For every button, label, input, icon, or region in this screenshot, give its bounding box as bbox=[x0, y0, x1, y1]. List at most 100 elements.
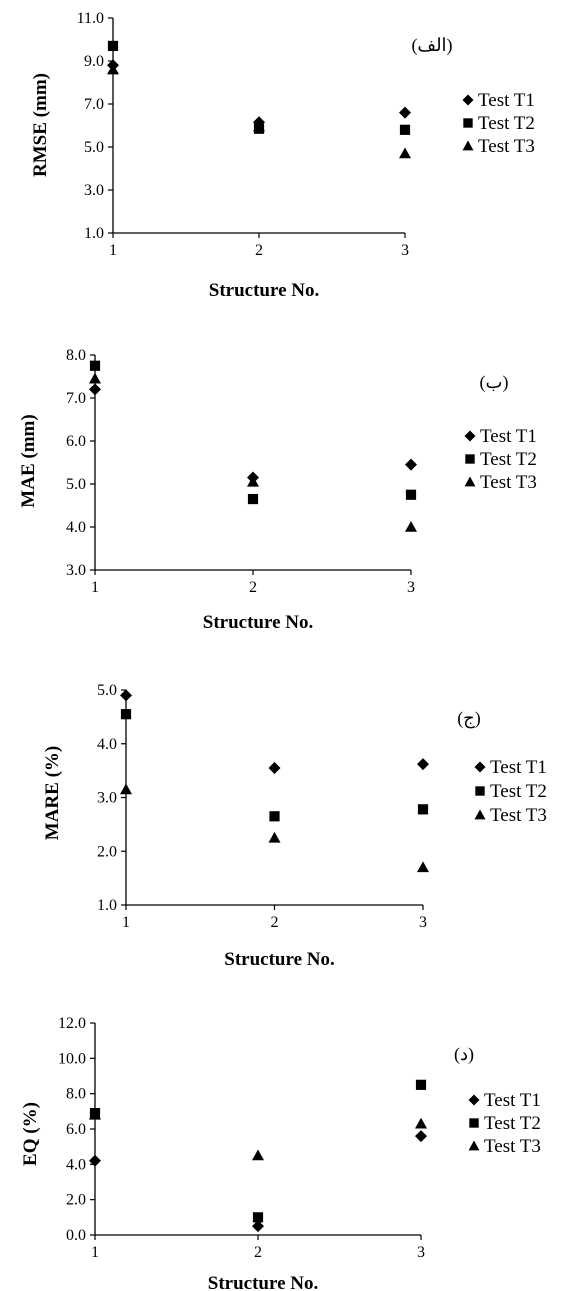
x-axis-title: Structure No. bbox=[209, 280, 319, 301]
data-point-square bbox=[417, 804, 429, 815]
data-point-triangle bbox=[89, 1108, 101, 1120]
data-point-diamond bbox=[405, 458, 417, 471]
data-point-square bbox=[399, 124, 411, 135]
data-point-diamond bbox=[268, 761, 281, 774]
data-point-triangle bbox=[107, 63, 119, 75]
legend-label: Test T3 bbox=[490, 805, 547, 826]
legend-marker-square bbox=[463, 118, 473, 128]
y-tick-label: 7.0 bbox=[66, 390, 86, 407]
y-tick-label: 8.0 bbox=[66, 347, 86, 364]
y-tick-label: 4.0 bbox=[66, 1156, 86, 1173]
x-tick-label: 1 bbox=[91, 1244, 99, 1261]
y-tick-label: 10.0 bbox=[58, 1050, 86, 1067]
data-point-triangle bbox=[89, 372, 101, 384]
legend-label: Test T2 bbox=[480, 449, 537, 470]
legend-marker-square bbox=[465, 454, 475, 464]
chart-panel-4: 0.0 2.0 4.0 6.0 8.0 10.0 12.0 1 2 3 Structure No. E… bbox=[20, 1015, 541, 1291]
chart-panel-1: 1.0 3.0 5.0 7.0 9.0 11.0 1 2 3 Structure No. RMSE … bbox=[30, 10, 535, 301]
legend-marker-diamond bbox=[464, 430, 476, 442]
x-tick-label: 3 bbox=[401, 242, 409, 259]
legend-label: Test T1 bbox=[480, 426, 537, 447]
y-tick-label: 2.0 bbox=[66, 1192, 86, 1209]
panel-label: (الف) bbox=[411, 35, 452, 56]
data-point-square bbox=[107, 40, 119, 52]
y-tick-label: 1.0 bbox=[84, 225, 104, 242]
x-axis-title: Structure No. bbox=[203, 612, 313, 633]
x-axis-title: Structure No. bbox=[208, 1273, 318, 1291]
legend-marker-diamond bbox=[468, 1094, 480, 1106]
x-axis-title: Structure No. bbox=[224, 949, 334, 970]
y-tick-label: 8.0 bbox=[66, 1086, 86, 1103]
data-point-triangle bbox=[247, 475, 259, 487]
y-tick-label: 2.0 bbox=[97, 843, 117, 860]
legend-marker-square bbox=[469, 1118, 479, 1128]
y-tick-label: 4.0 bbox=[97, 736, 117, 753]
legend-marker-diamond bbox=[474, 761, 486, 773]
x-tick-label: 3 bbox=[407, 579, 415, 596]
data-point-diamond bbox=[89, 1154, 101, 1167]
data-point-triangle bbox=[417, 861, 429, 873]
panel-label: (ب) bbox=[480, 372, 509, 393]
y-axis-title: RMSE (mm) bbox=[30, 73, 51, 177]
data-point-triangle bbox=[120, 783, 132, 795]
y-tick-label: 6.0 bbox=[66, 1121, 86, 1138]
legend-label: Test T1 bbox=[478, 90, 535, 111]
legend-marker-diamond bbox=[462, 94, 474, 106]
y-tick-label: 4.0 bbox=[66, 519, 86, 536]
panel-label: (د) bbox=[454, 1044, 474, 1065]
x-tick-label: 3 bbox=[417, 1244, 425, 1261]
y-tick-label: 12.0 bbox=[58, 1015, 86, 1032]
data-point-diamond bbox=[415, 1130, 427, 1143]
data-point-square bbox=[405, 489, 417, 500]
data-point-square bbox=[120, 709, 132, 720]
data-point-square bbox=[252, 1212, 264, 1223]
legend-marker-triangle bbox=[468, 1140, 480, 1151]
data-point-triangle bbox=[252, 1149, 264, 1161]
y-tick-label: 1.0 bbox=[97, 897, 117, 914]
data-point-square bbox=[89, 360, 101, 371]
legend-label: Test T3 bbox=[484, 1136, 541, 1157]
data-point-triangle bbox=[253, 120, 265, 132]
chart-panel-2: 3.0 4.0 5.0 6.0 7.0 8.0 1 2 3 Structure No. MAE (m… bbox=[18, 347, 537, 633]
y-axis-title: MARE (%) bbox=[42, 746, 63, 840]
legend-marker-triangle bbox=[474, 809, 486, 820]
y-tick-label: 5.0 bbox=[66, 476, 86, 493]
y-tick-label: 3.0 bbox=[84, 182, 104, 199]
x-tick-label: 2 bbox=[255, 242, 263, 259]
data-point-triangle bbox=[415, 1117, 427, 1129]
x-tick-label: 1 bbox=[91, 579, 99, 596]
data-point-diamond bbox=[399, 106, 411, 119]
x-tick-label: 1 bbox=[109, 242, 117, 259]
y-tick-label: 3.0 bbox=[97, 790, 117, 807]
y-tick-label: 5.0 bbox=[84, 139, 104, 156]
legend-marker-square bbox=[475, 786, 485, 796]
x-tick-label: 2 bbox=[249, 579, 257, 596]
data-point-diamond bbox=[120, 689, 132, 702]
legend-label: Test T1 bbox=[484, 1090, 541, 1111]
legend-label: Test T3 bbox=[480, 472, 537, 493]
data-point-square bbox=[269, 811, 280, 822]
panel-label: (ج) bbox=[457, 708, 481, 729]
data-point-square bbox=[415, 1079, 427, 1090]
y-tick-label: 9.0 bbox=[84, 53, 104, 70]
legend-label: Test T2 bbox=[484, 1113, 541, 1134]
legend-label: Test T2 bbox=[478, 113, 535, 134]
y-axis-title: MAE (mm) bbox=[18, 414, 39, 507]
x-tick-label: 2 bbox=[254, 1244, 262, 1261]
y-tick-label: 7.0 bbox=[84, 96, 104, 113]
legend-marker-triangle bbox=[462, 140, 474, 151]
x-tick-label: 3 bbox=[419, 914, 427, 931]
data-point-diamond bbox=[252, 1220, 264, 1233]
data-point-diamond bbox=[417, 758, 429, 771]
y-tick-label: 5.0 bbox=[97, 682, 117, 699]
legend-label: Test T1 bbox=[490, 757, 547, 778]
legend-label: Test T3 bbox=[478, 136, 535, 157]
data-point-triangle bbox=[268, 831, 281, 843]
y-tick-label: 0.0 bbox=[66, 1227, 86, 1244]
y-axis-title: EQ (%) bbox=[20, 1102, 41, 1166]
data-point-triangle bbox=[399, 147, 411, 159]
y-tick-label: 3.0 bbox=[66, 562, 86, 579]
data-point-diamond bbox=[89, 383, 101, 396]
legend-label: Test T2 bbox=[490, 781, 547, 802]
